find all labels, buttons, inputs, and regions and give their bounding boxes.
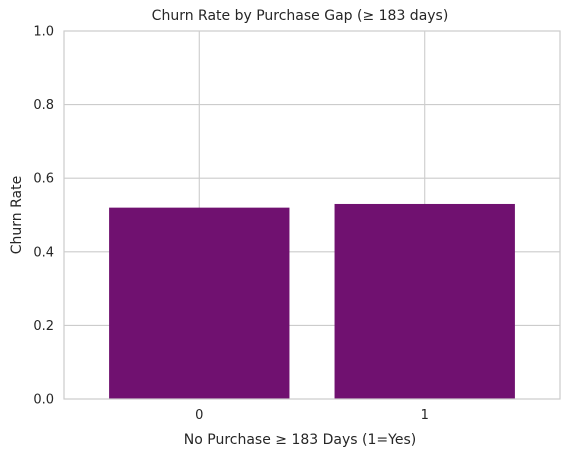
x-tick-label: 0	[195, 408, 203, 423]
y-tick-label: 1.0	[33, 25, 54, 40]
y-tick-label: 0.4	[33, 245, 54, 260]
x-axis-label: No Purchase ≥ 183 Days (1=Yes)	[184, 432, 416, 448]
axes-frame	[63, 30, 561, 400]
bars	[109, 203, 515, 399]
bar	[109, 207, 290, 399]
y-axis-label: Churn Rate	[9, 176, 25, 254]
y-tick-label: 0.8	[33, 98, 54, 113]
y-tick-label: 0.6	[33, 172, 54, 187]
bar	[334, 203, 515, 399]
chart-title: Churn Rate by Purchase Gap (≥ 183 days)	[152, 8, 449, 24]
y-tick-label: 0.2	[33, 319, 54, 334]
plot-frame	[63, 30, 561, 400]
y-tick-label: 0.0	[33, 393, 54, 408]
x-tick-label: 1	[421, 408, 429, 423]
tick-labels: 0.0 0.2 0.4 0.6 0.8 1.0 0 1	[33, 25, 429, 424]
